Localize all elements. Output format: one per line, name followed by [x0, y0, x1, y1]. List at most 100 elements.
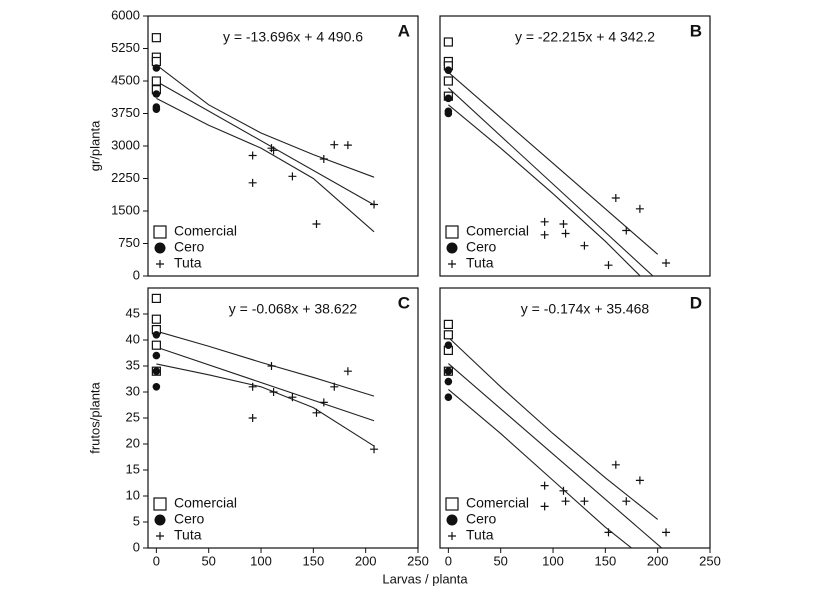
y-tick-label: 5: [133, 513, 140, 528]
point: [152, 367, 161, 376]
point: [248, 382, 257, 391]
y-tick-label: 15: [126, 461, 140, 476]
point: [151, 76, 161, 86]
band-upper: [156, 64, 375, 178]
band-upper: [156, 330, 375, 397]
x-tick-label: 150: [302, 553, 324, 568]
legend-label: Tuta: [466, 527, 494, 543]
y-tick-label: 30: [126, 383, 140, 398]
legend-marker: [448, 260, 456, 268]
point: [151, 314, 161, 324]
y-tick-label: 750: [118, 235, 140, 250]
legend-marker: [156, 532, 164, 540]
panel-letter: D: [690, 293, 702, 312]
point: [580, 241, 589, 250]
legend-label: Cero: [466, 511, 497, 527]
point: [248, 178, 257, 187]
point: [444, 341, 453, 350]
point: [540, 230, 549, 239]
lines: [447, 337, 663, 548]
y-tick-label: 3000: [111, 137, 140, 152]
legend-label: Tuta: [174, 527, 202, 543]
legend-marker: [154, 514, 166, 526]
y-axis-label: frutos/planta: [87, 381, 102, 453]
point: [622, 226, 631, 235]
equation: y = -13.696x + 4 490.6: [223, 29, 363, 45]
point: [443, 37, 453, 47]
equation: y = -0.068x + 38.622: [229, 301, 358, 317]
y-tick-label: 5250: [111, 40, 140, 55]
legend-marker: [154, 242, 166, 254]
y-tick-label: 6000: [111, 7, 140, 22]
y-axis-label: gr/planta: [87, 120, 102, 171]
x-tick-label: 100: [542, 553, 564, 568]
y-tick-label: 4500: [111, 72, 140, 87]
x-tick-label: 0: [153, 553, 160, 568]
legend-marker: [153, 497, 167, 511]
point: [288, 393, 297, 402]
x-tick-label: 200: [355, 553, 377, 568]
point: [330, 382, 339, 391]
legend-marker: [445, 225, 459, 239]
x-tick-label: 0: [445, 553, 452, 568]
point: [152, 331, 161, 339]
fit-line: [156, 80, 375, 206]
point: [444, 109, 453, 118]
point: [443, 319, 453, 329]
point: [559, 220, 568, 228]
point: [269, 146, 278, 155]
point: [635, 204, 644, 213]
point: [611, 194, 620, 202]
point: [248, 414, 257, 422]
lines: [156, 64, 375, 233]
point: [561, 497, 570, 506]
point: [611, 460, 620, 469]
legend-label: Cero: [174, 239, 205, 255]
legend-label: Tuta: [466, 255, 494, 271]
legend-marker: [156, 260, 164, 268]
point: [312, 408, 321, 417]
legend-marker: [446, 514, 458, 526]
y-tick-label: 35: [126, 357, 140, 372]
point: [444, 377, 453, 386]
point: [152, 351, 161, 360]
point: [267, 362, 276, 370]
lines: [447, 71, 659, 276]
point: [343, 367, 352, 376]
y-tick-label: 10: [126, 487, 140, 502]
band-lower: [156, 363, 375, 447]
point: [152, 90, 161, 98]
legend-marker: [153, 225, 167, 239]
point: [248, 151, 257, 160]
fit-line: [447, 87, 654, 276]
equation: y = -22.215x + 4 342.2: [515, 29, 655, 45]
point: [343, 141, 352, 150]
point: [152, 64, 161, 72]
y-tick-label: 20: [126, 435, 140, 450]
fit-line: [448, 363, 663, 548]
y-tick-label: 0: [133, 267, 140, 282]
panel-letter: C: [398, 293, 410, 312]
point: [288, 172, 297, 181]
panel-letter: A: [398, 21, 410, 40]
fit-line: [156, 346, 375, 422]
point: [443, 330, 453, 340]
band-lower: [156, 97, 375, 233]
y-tick-label: 25: [126, 409, 140, 424]
legend-marker: [446, 242, 458, 254]
point: [443, 76, 453, 86]
legend-label: Tuta: [174, 255, 202, 271]
point: [151, 293, 161, 303]
point: [662, 528, 671, 537]
x-tick-label: 200: [647, 553, 669, 568]
point: [561, 229, 570, 238]
plot-frame: [439, 287, 711, 549]
y-tick-label: 45: [126, 305, 140, 320]
point: [444, 94, 453, 103]
point: [444, 367, 453, 376]
point: [635, 476, 644, 485]
point: [580, 497, 589, 506]
y-tick-label: 40: [126, 331, 140, 346]
point: [444, 393, 453, 402]
